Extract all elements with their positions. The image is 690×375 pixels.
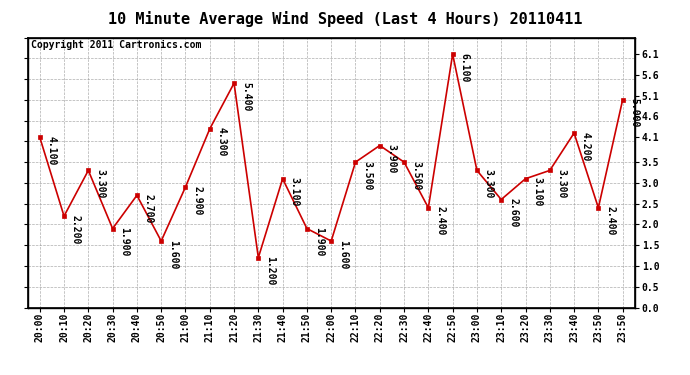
- Text: 4.300: 4.300: [217, 128, 227, 157]
- Text: 3.100: 3.100: [533, 177, 542, 207]
- Text: 10 Minute Average Wind Speed (Last 4 Hours) 20110411: 10 Minute Average Wind Speed (Last 4 Hou…: [108, 11, 582, 27]
- Text: 2.200: 2.200: [71, 215, 81, 244]
- Text: 1.600: 1.600: [338, 240, 348, 269]
- Text: 1.900: 1.900: [314, 227, 324, 256]
- Text: 1.600: 1.600: [168, 240, 178, 269]
- Text: 3.900: 3.900: [386, 144, 397, 174]
- Text: Copyright 2011 Cartronics.com: Copyright 2011 Cartronics.com: [30, 40, 201, 50]
- Text: 5.400: 5.400: [241, 82, 251, 111]
- Text: 4.100: 4.100: [47, 136, 57, 165]
- Text: 5.000: 5.000: [629, 98, 640, 128]
- Text: 2.400: 2.400: [605, 206, 615, 236]
- Text: 2.400: 2.400: [435, 206, 445, 236]
- Text: 3.300: 3.300: [95, 169, 106, 198]
- Text: 3.500: 3.500: [411, 161, 421, 190]
- Text: 3.100: 3.100: [290, 177, 299, 207]
- Text: 4.200: 4.200: [581, 132, 591, 161]
- Text: 2.900: 2.900: [193, 186, 202, 215]
- Text: 2.600: 2.600: [508, 198, 518, 228]
- Text: 1.200: 1.200: [265, 256, 275, 286]
- Text: 3.300: 3.300: [484, 169, 494, 198]
- Text: 6.100: 6.100: [460, 53, 470, 82]
- Text: 2.700: 2.700: [144, 194, 154, 224]
- Text: 3.300: 3.300: [557, 169, 566, 198]
- Text: 1.900: 1.900: [119, 227, 130, 256]
- Text: 3.500: 3.500: [362, 161, 373, 190]
